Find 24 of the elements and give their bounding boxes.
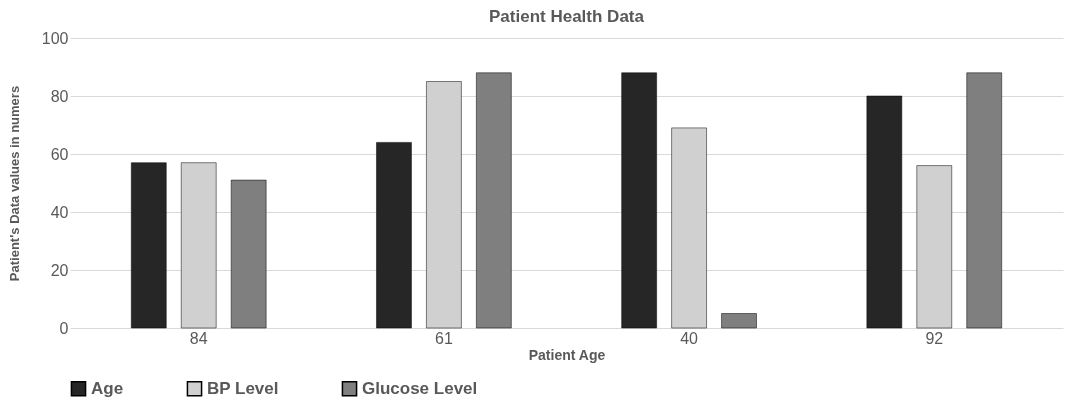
bar (621, 72, 657, 329)
chart-title: Patient Health Data (489, 7, 645, 26)
x-tick-label: 92 (925, 329, 944, 347)
bar (131, 162, 167, 329)
y-tick-label: 80 (50, 87, 69, 105)
bar (376, 142, 412, 329)
y-tick-label: 60 (50, 145, 69, 163)
bar (866, 95, 903, 329)
y-tick-label: 40 (50, 203, 69, 221)
y-axis-title: Patient's Data values in numers (6, 85, 22, 282)
legend-label: Age (91, 378, 124, 398)
y-tick-label: 20 (50, 261, 69, 279)
bar (230, 179, 267, 329)
y-tick-label: 0 (59, 319, 69, 337)
x-tick-label: 61 (435, 329, 453, 347)
x-tick-label: 40 (680, 329, 699, 347)
y-tick-label: 100 (41, 29, 69, 47)
x-axis-title: Patient Age (528, 346, 606, 363)
legend-label: Glucose Level (362, 378, 478, 398)
bar (721, 313, 757, 329)
bar (966, 72, 1002, 329)
x-tick-label: 84 (189, 329, 208, 347)
bar (476, 72, 512, 329)
legend-label: BP Level (207, 378, 279, 398)
